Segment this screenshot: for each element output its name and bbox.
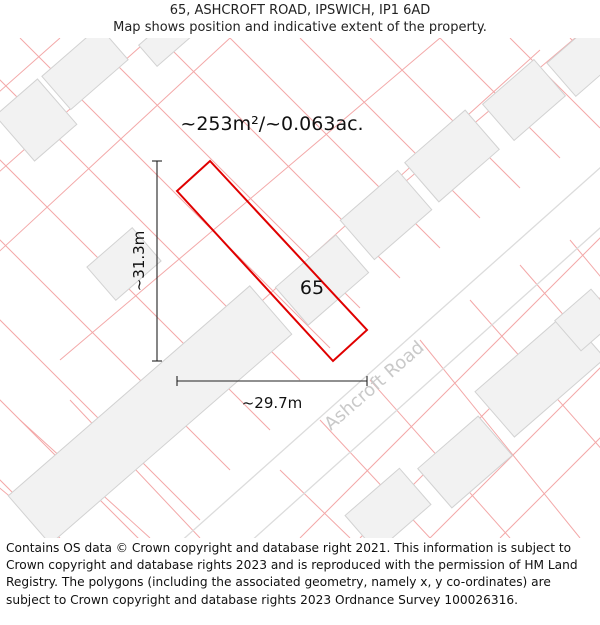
property-address-title: 65, ASHCROFT ROAD, IPSWICH, IP1 6AD (169, 3, 431, 18)
property-map[interactable]: Ashcroft Road 65 ~253m²/~0.063ac. ~31.3m… (0, 38, 600, 538)
property-outline[interactable] (175, 159, 369, 363)
house-number-label: 65 (300, 277, 324, 299)
map-description: Map shows position and indicative extent… (113, 20, 487, 35)
height-dimension (152, 160, 162, 362)
road-edges (183, 166, 600, 538)
area-label: ~253m²/~0.063ac. (180, 113, 363, 135)
width-dimension-label: ~29.7m (242, 394, 303, 412)
width-dimension (176, 376, 368, 386)
buildings (0, 38, 600, 538)
copyright-attribution: Contains OS data © Crown copyright and d… (6, 541, 578, 607)
map-header: 65, ASHCROFT ROAD, IPSWICH, IP1 6AD Map … (0, 0, 600, 38)
height-dimension-label: ~31.3m (130, 231, 148, 292)
